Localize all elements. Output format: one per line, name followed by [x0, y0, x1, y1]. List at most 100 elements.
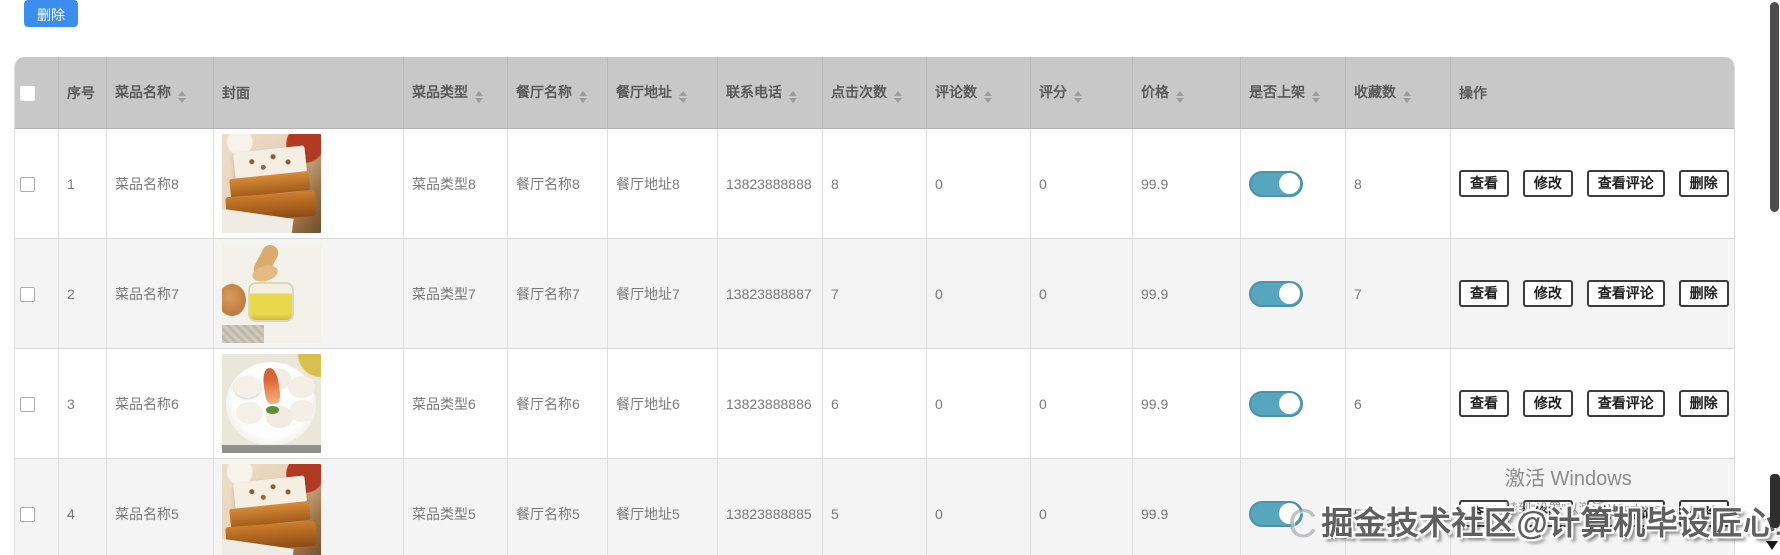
column-header-dish-type: 菜品类型: [404, 57, 508, 129]
cell-restaurant-name: 餐厅名称7: [508, 239, 608, 349]
cell-phone: 13823888885: [718, 459, 823, 555]
cell-price: 99.9: [1133, 459, 1241, 555]
cell-dish-name: 菜品名称7: [107, 239, 214, 349]
sort-icon[interactable]: [984, 91, 992, 103]
cell-restaurant-name: 餐厅名称8: [508, 129, 608, 239]
cell-index: 4: [59, 459, 107, 555]
column-label: 是否上架: [1249, 84, 1305, 100]
table-row: 1 菜品名称8 菜品类型8 餐厅名称8 餐厅地址8 13823888888 8 …: [15, 129, 1734, 239]
dish-cover-image: [222, 464, 321, 555]
edit-button[interactable]: 修改: [1522, 500, 1573, 527]
sort-icon[interactable]: [679, 91, 687, 103]
select-all-checkbox[interactable]: [20, 85, 35, 101]
delete-row-button[interactable]: 删除: [1678, 280, 1729, 307]
delete-row-button[interactable]: 删除: [1678, 390, 1729, 417]
sort-icon[interactable]: [894, 91, 902, 103]
on-shelf-toggle[interactable]: [1249, 500, 1303, 527]
delete-row-button[interactable]: 删除: [1678, 170, 1729, 197]
sort-icon[interactable]: [178, 91, 186, 103]
cell-clicks: 8: [823, 129, 927, 239]
table-header-row: 序号 菜品名称 封面 菜品类型 餐厅名称 餐厅地址 联系电话 点击次数 评论数 …: [15, 57, 1734, 129]
row-checkbox[interactable]: [20, 506, 35, 522]
on-shelf-toggle[interactable]: [1249, 170, 1303, 197]
column-label: 价格: [1141, 84, 1169, 100]
dish-cover-image: [222, 244, 321, 343]
sort-icon[interactable]: [1312, 91, 1320, 103]
sort-icon[interactable]: [579, 91, 587, 103]
scrollbar-thumb-lower[interactable]: [1770, 474, 1780, 528]
view-comments-button[interactable]: 查看评论: [1586, 390, 1665, 417]
column-label: 菜品名称: [115, 84, 171, 100]
column-header-restaurant-address: 餐厅地址: [608, 57, 718, 129]
cell-restaurant-address: 餐厅地址6: [608, 349, 718, 459]
sort-icon[interactable]: [789, 91, 797, 103]
column-header-clicks: 点击次数: [823, 57, 927, 129]
cell-favorites: 5: [1346, 459, 1451, 555]
cell-restaurant-address: 餐厅地址7: [608, 239, 718, 349]
column-label: 餐厅名称: [516, 84, 572, 100]
column-header-price: 价格: [1133, 57, 1241, 129]
delete-row-button[interactable]: 删除: [1678, 500, 1729, 527]
cell-comments: 0: [927, 459, 1031, 555]
cell-restaurant-name: 餐厅名称5: [508, 459, 608, 555]
column-label: 评分: [1039, 84, 1067, 100]
cell-comments: 0: [927, 239, 1031, 349]
column-label: 封面: [222, 84, 250, 101]
view-button[interactable]: 查看: [1459, 500, 1509, 527]
row-checkbox[interactable]: [20, 396, 35, 412]
cell-favorites: 7: [1346, 239, 1451, 349]
cell-rating: 0: [1031, 239, 1133, 349]
dish-cover-image: [222, 134, 321, 233]
view-comments-button[interactable]: 查看评论: [1586, 500, 1665, 527]
column-header-favorites: 收藏数: [1346, 57, 1451, 129]
view-comments-button[interactable]: 查看评论: [1586, 170, 1665, 197]
column-label: 评论数: [935, 84, 977, 100]
cell-dish-name: 菜品名称6: [107, 349, 214, 459]
column-header-restaurant-name: 餐厅名称: [508, 57, 608, 129]
cell-clicks: 6: [823, 349, 927, 459]
cell-favorites: 6: [1346, 349, 1451, 459]
column-label: 收藏数: [1354, 84, 1396, 100]
view-button[interactable]: 查看: [1459, 280, 1509, 307]
dish-table: 序号 菜品名称 封面 菜品类型 餐厅名称 餐厅地址 联系电话 点击次数 评论数 …: [14, 57, 1735, 555]
cell-index: 1: [59, 129, 107, 239]
column-label: 操作: [1459, 84, 1487, 101]
cell-price: 99.9: [1133, 239, 1241, 349]
scrollbar-thumb[interactable]: [1770, 2, 1779, 212]
cell-dish-type: 菜品类型7: [404, 239, 508, 349]
on-shelf-toggle[interactable]: [1249, 280, 1303, 307]
delete-selected-button[interactable]: 删除: [24, 0, 78, 27]
edit-button[interactable]: 修改: [1522, 390, 1573, 417]
cell-dish-type: 菜品类型5: [404, 459, 508, 555]
view-button[interactable]: 查看: [1459, 170, 1509, 197]
view-comments-button[interactable]: 查看评论: [1586, 280, 1665, 307]
view-button[interactable]: 查看: [1459, 390, 1509, 417]
column-header-index: 序号: [59, 57, 107, 129]
column-label: 餐厅地址: [616, 84, 672, 100]
scrollbar-down-arrow-icon[interactable]: [1766, 541, 1778, 550]
cell-dish-type: 菜品类型6: [404, 349, 508, 459]
cell-phone: 13823888886: [718, 349, 823, 459]
column-header-on-shelf: 是否上架: [1241, 57, 1346, 129]
column-header-dish-name: 菜品名称: [107, 57, 214, 129]
cell-rating: 0: [1031, 349, 1133, 459]
sort-icon[interactable]: [1176, 91, 1184, 103]
sort-icon[interactable]: [1074, 91, 1082, 103]
sort-icon[interactable]: [475, 91, 483, 103]
cell-dish-name: 菜品名称5: [107, 459, 214, 555]
edit-button[interactable]: 修改: [1522, 170, 1573, 197]
column-header-actions: 操作: [1451, 57, 1734, 129]
row-checkbox[interactable]: [20, 176, 35, 192]
cell-price: 99.9: [1133, 129, 1241, 239]
column-label: 联系电话: [726, 84, 782, 100]
edit-button[interactable]: 修改: [1522, 280, 1573, 307]
sort-icon[interactable]: [1403, 91, 1411, 103]
cell-phone: 13823888888: [718, 129, 823, 239]
cell-index: 3: [59, 349, 107, 459]
table-row: 3 菜品名称6 菜品类型6 餐厅名称6 餐厅地址6 13823888886 6 …: [15, 349, 1734, 459]
cell-favorites: 8: [1346, 129, 1451, 239]
cell-price: 99.9: [1133, 349, 1241, 459]
cell-restaurant-name: 餐厅名称6: [508, 349, 608, 459]
row-checkbox[interactable]: [20, 286, 35, 302]
on-shelf-toggle[interactable]: [1249, 390, 1303, 417]
